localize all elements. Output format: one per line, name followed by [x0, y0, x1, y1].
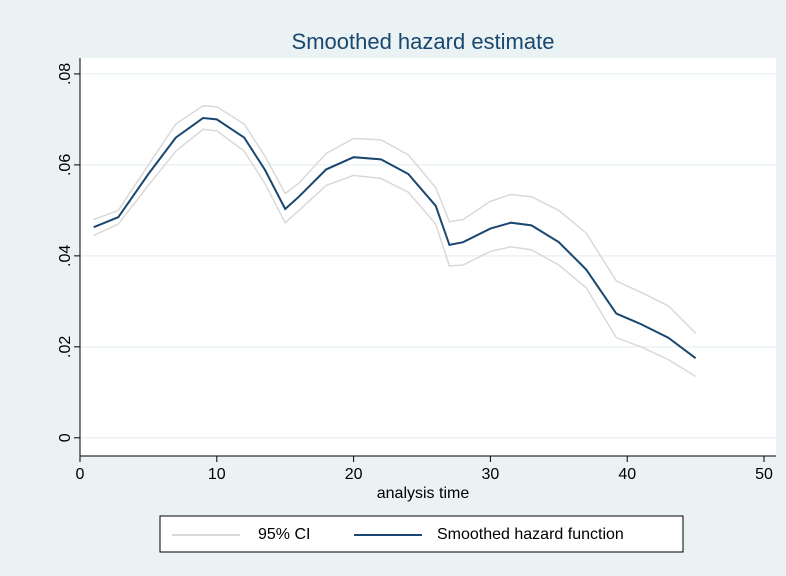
x-tick-label: 10 [208, 466, 226, 483]
y-tick-label: .08 [57, 63, 74, 85]
plot-area [80, 58, 776, 456]
series-line [93, 116, 697, 359]
y-tick-label: .02 [57, 336, 74, 358]
y-tick-label: .04 [57, 245, 74, 267]
series-line [93, 128, 696, 378]
x-tick-label: 30 [482, 466, 500, 483]
x-tick-label: 50 [755, 466, 773, 483]
x-tick-label: 40 [618, 466, 636, 483]
y-tick-label: 0 [57, 433, 74, 442]
legend-label: Smoothed hazard function [437, 526, 624, 543]
x-tick-label: 20 [345, 466, 363, 483]
series-line [93, 105, 697, 334]
chart-title: Smoothed hazard estimate [292, 29, 555, 54]
x-tick-label: 0 [76, 466, 85, 483]
legend-label: 95% CI [258, 526, 310, 543]
x-axis-label: analysis time [377, 485, 470, 502]
y-tick-label: .06 [57, 154, 74, 176]
